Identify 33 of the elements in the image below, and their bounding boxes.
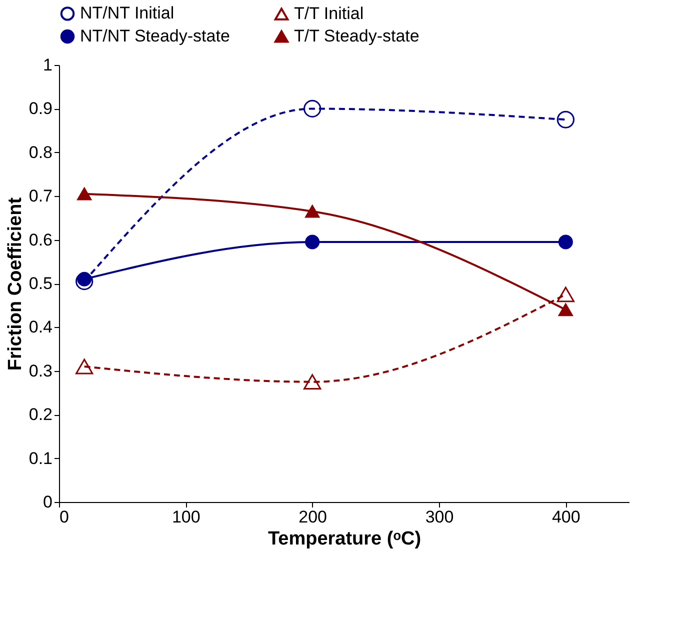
- legend-label: T/T Initial: [294, 4, 364, 24]
- y-tick-label: 0.7: [28, 186, 52, 206]
- y-tick-label: 1: [43, 56, 52, 74]
- y-tick-label: 0.5: [28, 274, 52, 293]
- y-tick-label: 0.4: [28, 318, 52, 337]
- point: [304, 100, 322, 118]
- point: [558, 303, 573, 316]
- point: [304, 374, 322, 390]
- y-tick-label: 0.1: [28, 448, 52, 468]
- x-tick-label: 400: [552, 508, 580, 526]
- x-tick-label: 300: [425, 508, 454, 526]
- point: [556, 110, 574, 128]
- y-tick-label: 0: [43, 492, 52, 512]
- legend-label: T/T Steady-state: [294, 26, 420, 46]
- x-tick-label: 200: [298, 508, 328, 526]
- y-tick-label: 0.6: [28, 230, 52, 250]
- point: [305, 234, 320, 250]
- x-tick-label: 0: [60, 508, 69, 526]
- y-tick-label: 0.3: [28, 361, 52, 380]
- point: [76, 272, 94, 290]
- point: [558, 234, 573, 250]
- y-tick-label: 0.2: [28, 405, 52, 424]
- point: [76, 358, 94, 374]
- y-axis-title: Friction Coefficient: [4, 196, 26, 371]
- point: [77, 188, 92, 200]
- x-tick-label: 100: [172, 508, 200, 526]
- y-tick-label: 0.9: [28, 99, 52, 118]
- point: [556, 286, 574, 302]
- y-tick-label: 0.8: [28, 142, 52, 162]
- x-axis-title: Temperature (ᵒC): [268, 528, 422, 550]
- point: [305, 205, 320, 218]
- legend-label: NT/NT Initial: [80, 4, 174, 23]
- legend-label: NT/NT Steady-state: [80, 26, 230, 46]
